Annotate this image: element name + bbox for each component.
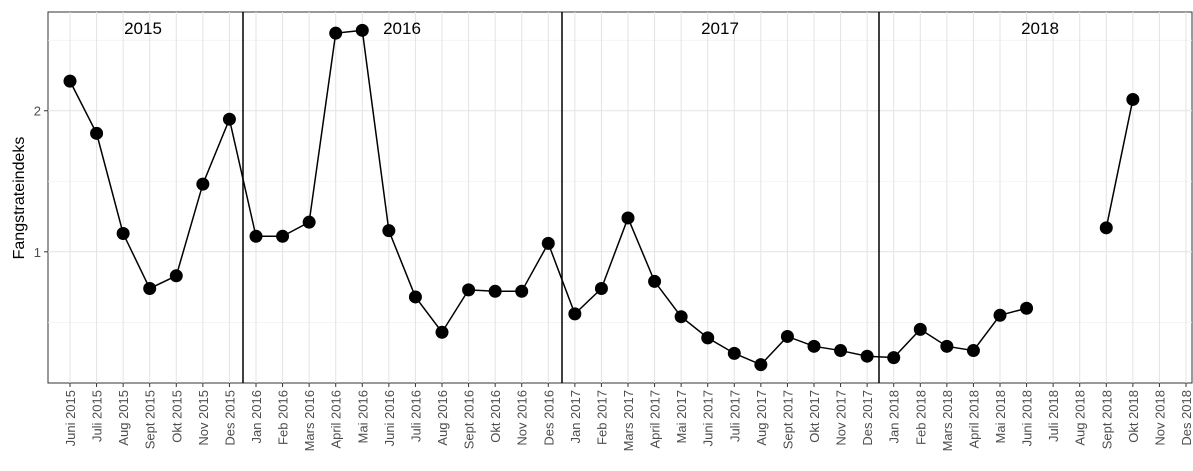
y-axis-label: Fangstrateindeks — [11, 137, 28, 260]
point — [382, 224, 396, 238]
x-tick-label: Mai 2017 — [674, 390, 689, 443]
point — [674, 310, 688, 324]
x-tick-label: Juli 2017 — [727, 390, 742, 442]
point — [329, 26, 343, 40]
y-tick-label: 2 — [34, 104, 41, 119]
point — [249, 229, 263, 243]
x-tick-label: Jan 2018 — [887, 390, 902, 444]
grid — [48, 12, 1192, 383]
x-tick-label: Juni 2016 — [382, 390, 397, 446]
panel-label: 2016 — [383, 19, 421, 38]
x-tick-label: Mars 2016 — [302, 390, 317, 451]
x-tick-label: Sept 2018 — [1099, 390, 1114, 449]
x-tick-label: Nov 2016 — [515, 390, 530, 446]
x-tick-label: Aug 2015 — [116, 390, 131, 446]
plot-area — [47, 11, 1193, 384]
x-tick-label: Juli 2018 — [1046, 390, 1061, 442]
point — [621, 211, 635, 225]
x-tick-label: April 2016 — [329, 390, 344, 449]
point — [780, 329, 794, 343]
point — [1126, 92, 1140, 106]
x-tick-label: Sept 2015 — [143, 390, 158, 449]
point — [754, 358, 768, 372]
x-tick-label: Nov 2018 — [1152, 390, 1167, 446]
point — [940, 339, 954, 353]
y-tick-label: 1 — [34, 245, 41, 260]
point — [701, 331, 715, 345]
x-tick-label: Aug 2016 — [435, 390, 450, 446]
point — [169, 269, 183, 283]
point — [966, 344, 980, 358]
x-tick-label: Okt 2016 — [488, 390, 503, 443]
point — [541, 236, 555, 250]
x-tick-label: Okt 2017 — [807, 390, 822, 443]
x-tick-label: Mars 2017 — [621, 390, 636, 451]
x-tick-label: Nov 2015 — [196, 390, 211, 446]
point — [222, 112, 236, 126]
point — [196, 177, 210, 191]
point — [435, 325, 449, 339]
x-tick-label: Feb 2017 — [594, 390, 609, 445]
point — [887, 351, 901, 365]
x-tick-label: Des 2016 — [541, 390, 556, 446]
x-tick-label: Aug 2018 — [1073, 390, 1088, 446]
point — [913, 322, 927, 336]
x-tick-label: Mars 2018 — [940, 390, 955, 451]
x-tick-label: Des 2017 — [860, 390, 875, 446]
x-tick-label: Okt 2018 — [1126, 390, 1141, 443]
point — [648, 274, 662, 288]
x-tick-label: Mai 2018 — [993, 390, 1008, 443]
point — [276, 229, 290, 243]
point — [860, 349, 874, 363]
x-tick-label: April 2017 — [648, 390, 663, 449]
x-tick-label: Sept 2017 — [780, 390, 795, 449]
point — [302, 215, 316, 229]
x-tick-label: Okt 2015 — [169, 390, 184, 443]
point — [462, 283, 476, 297]
panel-label: 2018 — [1021, 19, 1059, 38]
x-tick-label: Aug 2017 — [754, 390, 769, 446]
x-tick-label: Juli 2015 — [90, 390, 105, 442]
point — [355, 23, 369, 37]
x-tick-label: Jan 2017 — [568, 390, 583, 444]
point — [515, 284, 529, 298]
point — [90, 126, 104, 140]
x-tick-label: Juli 2016 — [408, 390, 423, 442]
point — [568, 307, 582, 321]
point — [408, 290, 422, 304]
x-tick-label: Feb 2016 — [276, 390, 291, 445]
x-tick-label: Juni 2017 — [701, 390, 716, 446]
x-tick-label: April 2018 — [966, 390, 981, 449]
x-tick-label: Juni 2018 — [1020, 390, 1035, 446]
point — [727, 346, 741, 360]
point — [594, 281, 608, 295]
x-tick-label: Juni 2015 — [63, 390, 78, 446]
x-tick-label: Des 2018 — [1179, 390, 1193, 446]
point — [993, 308, 1007, 322]
point — [1020, 301, 1034, 315]
panel-label: 2017 — [701, 19, 739, 38]
point — [63, 74, 77, 88]
x-tick-label: Jan 2016 — [249, 390, 264, 444]
x-tick-label: Feb 2018 — [913, 390, 928, 445]
point — [116, 226, 130, 240]
point — [807, 339, 821, 353]
x-tick-label: Sept 2016 — [462, 390, 477, 449]
panel-label: 2015 — [124, 19, 162, 38]
x-tick-label: Mai 2016 — [355, 390, 370, 443]
x-tick-label: Des 2015 — [222, 390, 237, 446]
point — [488, 284, 502, 298]
x-tick-label: Nov 2017 — [834, 390, 849, 446]
point — [143, 281, 157, 295]
point — [834, 344, 848, 358]
point — [1099, 221, 1113, 235]
